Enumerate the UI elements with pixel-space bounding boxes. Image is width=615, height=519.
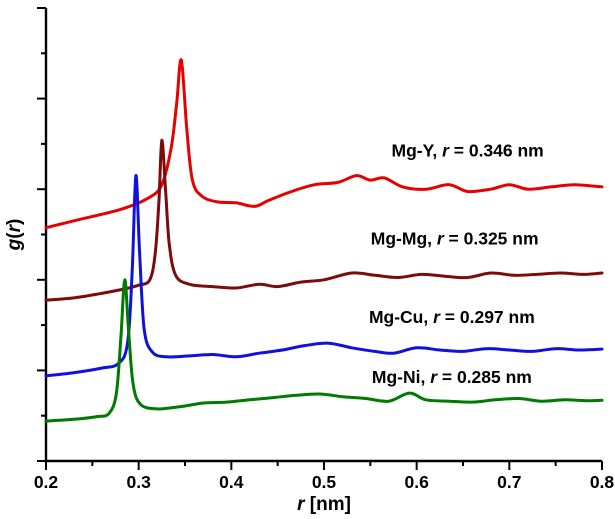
x-tick-label: 0.3 (127, 472, 152, 492)
curve-mg-mg (44, 138, 604, 302)
series-label-mg-y: Mg-Y, r = 0.346 nm (392, 141, 544, 161)
curve-mg-y (44, 58, 604, 230)
x-tick-label: 0.2 (34, 472, 59, 492)
curve-mg-cu (44, 174, 604, 378)
y-axis-label: g(r) (4, 219, 25, 252)
x-tick-label: 0.6 (405, 472, 430, 492)
x-tick-label: 0.5 (312, 472, 337, 492)
x-axis-label: r [nm] (297, 494, 351, 515)
x-tick-label: 0.7 (497, 472, 521, 492)
series-label-mg-ni: Mg-Ni, r = 0.285 nm (372, 367, 532, 387)
x-tick-label: 0.4 (219, 472, 244, 492)
x-tick-label: 0.8 (590, 472, 615, 492)
series-label-mg-cu: Mg-Cu, r = 0.297 nm (369, 307, 535, 327)
series-label-mg-mg: Mg-Mg, r = 0.325 nm (371, 228, 539, 248)
curve-mg-ni (44, 278, 604, 423)
